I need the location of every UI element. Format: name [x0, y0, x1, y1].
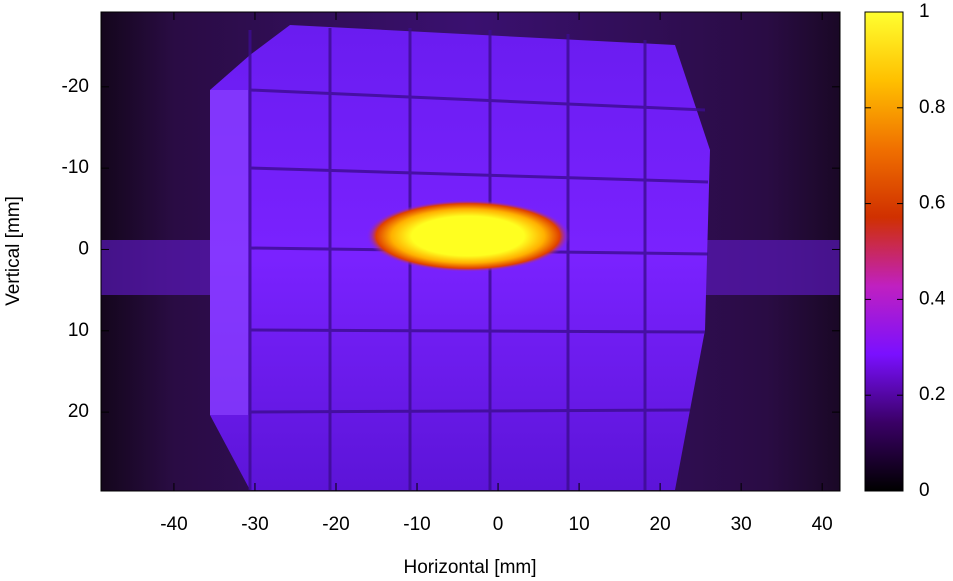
x-tick-label: -30 [241, 514, 268, 535]
x-tick-label: -20 [322, 514, 349, 535]
y-tick-label: 10 [68, 320, 89, 341]
colorbar-tick-label: 0.6 [919, 193, 945, 214]
x-tick-label: 0 [493, 514, 504, 535]
colorbar-tick-label: 0.4 [919, 288, 946, 309]
plot-frame [100, 11, 841, 492]
x-tick-label: 40 [812, 514, 833, 535]
colorbar-tick-label: 0.2 [919, 384, 945, 405]
x-tick-label: 30 [731, 514, 752, 535]
x-axis-label: Horizontal [mm] [403, 557, 536, 578]
x-tick-label: -10 [403, 514, 430, 535]
x-tick-label: 20 [650, 514, 671, 535]
y-axis-label: Vertical [mm] [3, 196, 24, 306]
colorbar-tick-label: 0.8 [919, 97, 945, 118]
y-tick-label: 0 [78, 238, 89, 259]
y-tick-label: 20 [68, 401, 89, 422]
y-tick-label: -10 [62, 157, 89, 178]
x-tick-label: -40 [160, 514, 187, 535]
colorbar [864, 11, 904, 492]
y-tick-label: -20 [62, 76, 89, 97]
x-tick-label: 10 [569, 514, 590, 535]
colorbar-tick-label: 0 [919, 480, 930, 501]
heatmap-image [101, 12, 840, 491]
colorbar-tick-label: 1 [919, 1, 930, 22]
